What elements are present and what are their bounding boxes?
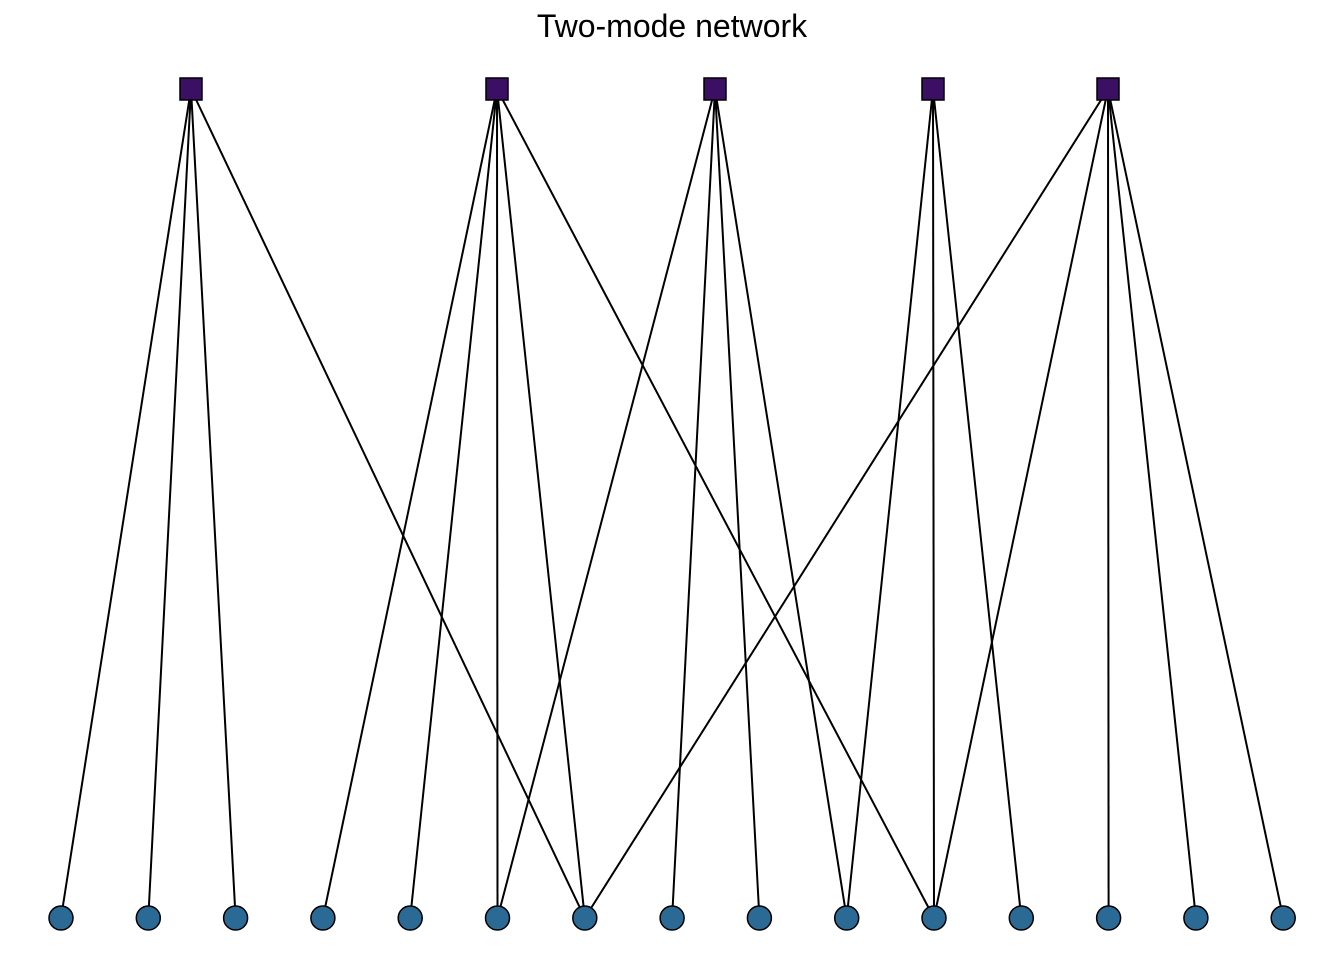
mode2-node [310, 905, 336, 931]
edge [190, 88, 586, 919]
edge [60, 88, 192, 919]
edge [321, 88, 498, 919]
edge [845, 88, 934, 919]
edge [671, 88, 716, 919]
mode2-node [222, 905, 249, 931]
diagram-title: Two-mode network [536, 8, 808, 44]
edge [1107, 88, 1285, 919]
mode2-node [746, 905, 773, 931]
edge [933, 88, 1109, 919]
edges-layer [60, 88, 1285, 919]
mode1-node [921, 77, 945, 101]
mode2-node [833, 905, 860, 931]
edge [714, 88, 761, 919]
mode1-node [179, 77, 203, 101]
mode2-node [1095, 905, 1122, 931]
edge [496, 88, 716, 919]
mode2-node [572, 905, 598, 931]
mode2-node [397, 905, 423, 931]
mode2-node [921, 905, 947, 931]
edge [496, 88, 935, 919]
mode2-node [135, 905, 162, 931]
mode2-node [1270, 905, 1296, 931]
mode2-node [48, 905, 74, 931]
edge [496, 88, 499, 919]
mode1-node [485, 77, 509, 101]
mode2-node [1183, 905, 1209, 931]
mode1-node [703, 77, 727, 101]
edge [932, 88, 935, 919]
mode2-node [659, 905, 685, 931]
edge [1107, 88, 1110, 919]
mode1-node [1096, 77, 1120, 101]
mode2-node [484, 905, 511, 931]
nodes-layer [48, 77, 1296, 931]
edge [932, 88, 1023, 919]
edge [496, 88, 586, 919]
edge [714, 88, 848, 919]
edge [583, 88, 1109, 919]
edge [409, 88, 498, 919]
mode2-node [1008, 905, 1035, 931]
edge [190, 88, 237, 919]
edge [1107, 88, 1197, 919]
edge [147, 88, 192, 919]
